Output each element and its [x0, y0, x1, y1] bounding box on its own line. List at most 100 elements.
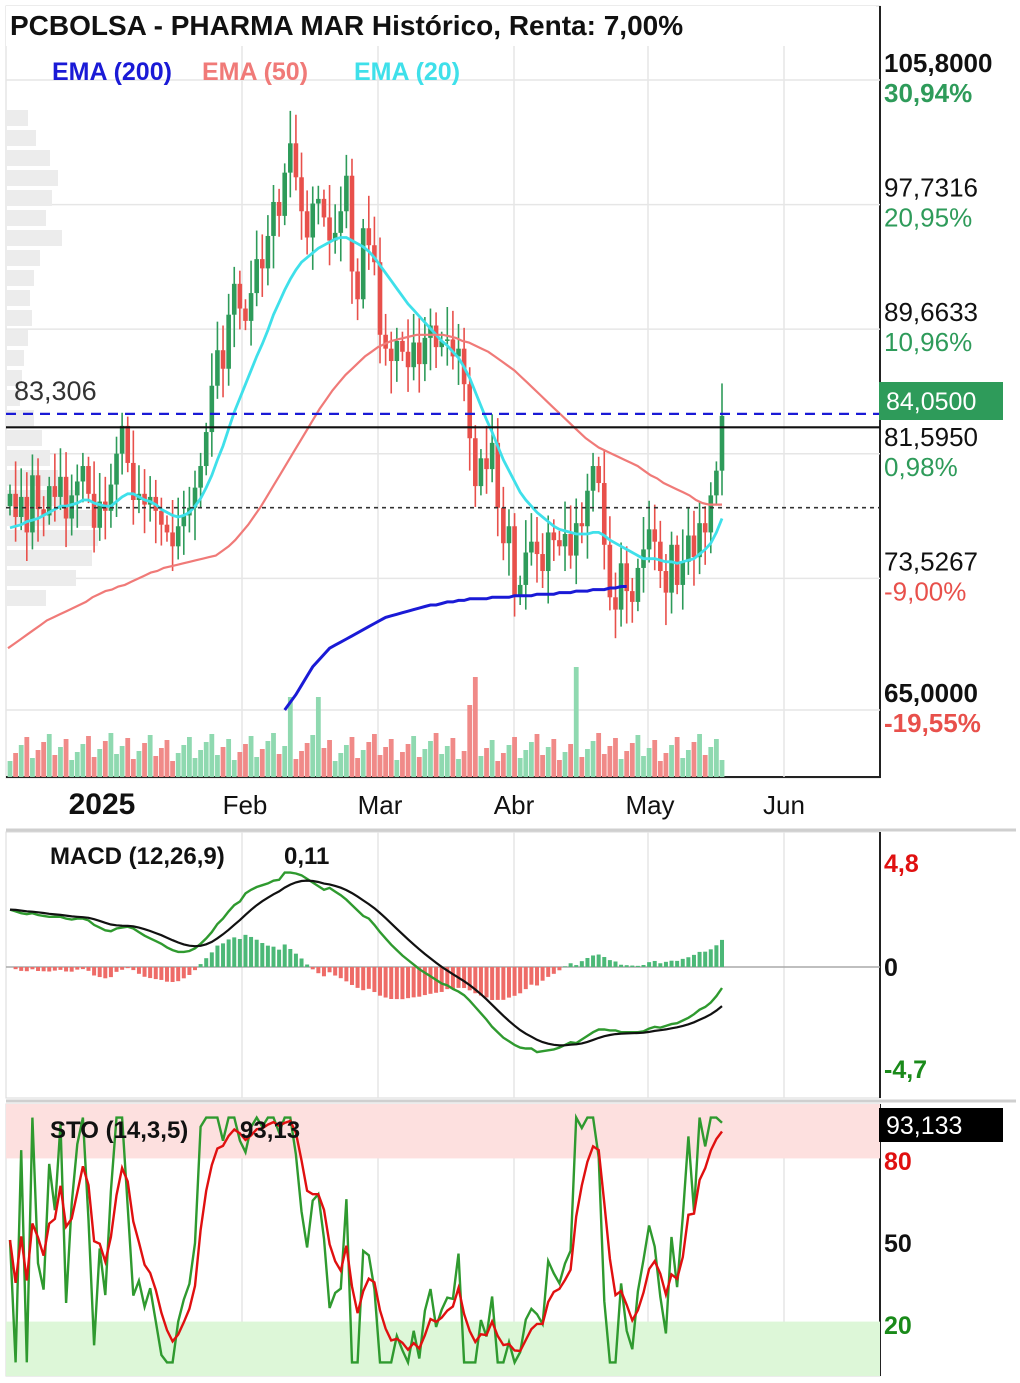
volume-bar: [568, 744, 574, 777]
volume-bar: [702, 755, 708, 777]
candle-body: [271, 201, 276, 236]
macd-histogram-bar: [24, 967, 29, 972]
macd-histogram-bar: [36, 967, 41, 971]
volume-bar: [7, 761, 13, 777]
volume-bar: [13, 753, 19, 777]
candle-body: [383, 334, 388, 349]
macd-axis-zero: 0: [884, 954, 898, 982]
volume-bar: [130, 759, 136, 777]
macd-histogram-bar: [613, 961, 618, 967]
macd-histogram-bar: [372, 967, 377, 993]
macd-histogram-bar: [80, 967, 85, 970]
candle-body: [557, 540, 562, 547]
volume-bar: [175, 753, 181, 777]
macd-histogram-bar: [596, 954, 601, 967]
volume-bar: [601, 754, 607, 777]
macd-histogram-bar: [686, 957, 691, 967]
macd-histogram-bar: [159, 967, 164, 980]
macd-histogram-bar: [232, 937, 237, 967]
macd-histogram-bar: [697, 951, 702, 967]
volume-bar: [573, 667, 579, 777]
volume-bar: [114, 754, 119, 777]
candle-body: [534, 541, 540, 555]
volume-bar: [136, 751, 142, 777]
candle-body: [512, 526, 517, 596]
candle-body: [529, 541, 534, 553]
candle-body: [372, 245, 377, 263]
candle-body: [568, 533, 573, 556]
volume-bar: [287, 697, 293, 777]
volume-bar: [411, 736, 417, 777]
volume-bar: [86, 736, 91, 777]
volume-bar: [657, 761, 663, 777]
macd-histogram-bar: [378, 967, 383, 996]
macd-histogram-bar: [400, 967, 405, 1000]
macd-histogram-bar: [92, 967, 97, 976]
candles: [7, 110, 725, 639]
candle-body: [254, 259, 259, 294]
candle-body: [450, 339, 456, 357]
volume-bar: [456, 759, 461, 777]
macd-histogram-bar: [52, 967, 57, 971]
macd-histogram-bar: [265, 945, 270, 967]
candle-body: [355, 271, 360, 300]
sto-oversold-zone: [6, 1321, 880, 1376]
candle-body: [203, 432, 209, 467]
legend-ema20: EMA (20): [354, 58, 460, 86]
candle-body: [562, 533, 568, 547]
volume-profile-bar: [6, 230, 62, 246]
candle-body: [181, 515, 187, 527]
macd-histogram-bar: [103, 967, 108, 979]
macd-histogram-bar: [136, 967, 141, 974]
candle-body: [501, 507, 506, 544]
volume-bar: [422, 749, 428, 777]
macd-histogram-bar: [523, 967, 528, 990]
candle-body: [114, 453, 119, 485]
volume-profile-bar: [6, 270, 34, 286]
sto-current-tag: [879, 1108, 1003, 1142]
volume-bar: [125, 738, 131, 777]
volume-bar: [299, 751, 304, 777]
candle-body: [635, 567, 641, 602]
title-background: [6, 6, 876, 46]
volume-bar: [231, 760, 237, 777]
candle-body: [719, 415, 725, 471]
volume-bar: [674, 737, 680, 777]
sto-d-line: [8, 1119, 723, 1353]
volume-bar: [545, 747, 551, 777]
sto-axis-20: 20: [884, 1312, 912, 1340]
volume-bar: [680, 758, 686, 777]
candle-body: [310, 203, 316, 238]
candle-body: [86, 466, 91, 494]
volume-bar: [80, 744, 86, 777]
volume-bar: [596, 733, 602, 777]
volume-bar: [265, 741, 271, 777]
volume-bar: [613, 738, 618, 777]
candle-body: [344, 175, 349, 212]
candle-body: [13, 493, 18, 517]
time-axis-label: 2025: [69, 788, 136, 821]
macd-histogram-bar: [428, 967, 433, 994]
volume-bar: [489, 740, 495, 777]
macd-histogram-bar: [305, 964, 310, 967]
macd-histogram-bar: [187, 967, 192, 975]
volume-bar: [372, 734, 377, 777]
volume-profile-bar: [6, 350, 24, 366]
macd-histogram-bar: [495, 967, 500, 1000]
reference-lines: [6, 412, 880, 509]
ema-lines: [7, 236, 724, 711]
macd-histogram-bar: [691, 954, 696, 967]
candle-body: [299, 177, 304, 212]
volume-bar: [24, 737, 30, 777]
candle-body: [523, 552, 529, 585]
candle-body: [125, 425, 131, 463]
macd-histogram-bar: [462, 967, 467, 989]
macd-histogram-bar: [142, 967, 147, 977]
candle-body: [74, 481, 80, 496]
price-level-label: 89,6633: [884, 297, 978, 327]
candle-body: [590, 466, 596, 491]
volume-bars: [7, 667, 725, 777]
macd-histogram-bar: [411, 967, 416, 998]
candle-body: [30, 475, 35, 533]
